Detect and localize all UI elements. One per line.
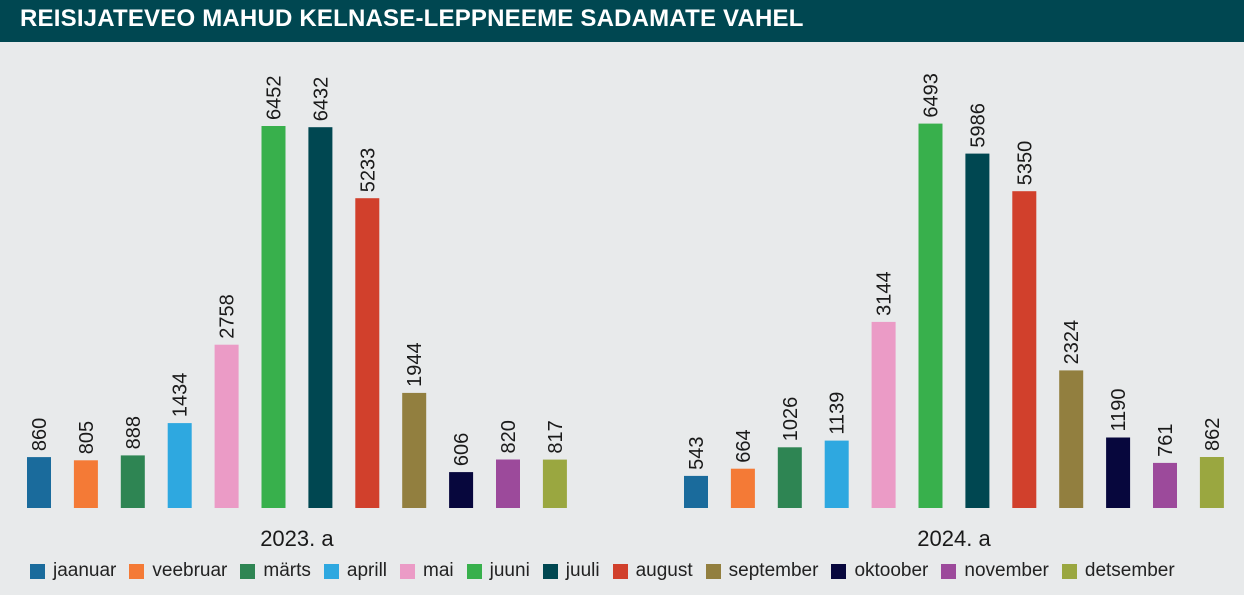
legend-label-mai: mai	[423, 560, 454, 581]
legend-label-veebruar: veebruar	[152, 560, 228, 581]
data-label-jaanuar-2024: 543	[686, 437, 708, 470]
legend-label-detsember: detsember	[1084, 560, 1175, 581]
bar-november-2023	[496, 459, 520, 508]
legend-swatch-detsember	[1061, 563, 1077, 579]
data-label-mai-2023: 2758	[217, 294, 239, 339]
data-label-aprill-2024: 1139	[827, 392, 849, 435]
bar-oktoober-2023	[449, 472, 474, 508]
legend-swatch-november	[941, 563, 957, 579]
legend-item-oktoober: oktoober	[831, 560, 928, 582]
title-bar: REISIJATEVEO MAHUD KELNASE-LEPPNEEME SAD…	[0, 0, 1244, 42]
data-label-juuni-2023: 6452	[264, 76, 286, 121]
legend: jaanuar veebruar märts aprill mai juuni juuli a…	[30, 558, 1188, 584]
legend-swatch-aprill	[323, 563, 339, 579]
data-label-veebruar-2023: 805	[76, 421, 98, 454]
legend-item-veebruar: veebruar	[129, 560, 227, 582]
legend-swatch-mai	[400, 563, 416, 579]
bar-märts-2023	[120, 455, 145, 508]
data-label-august-2024: 5350	[1014, 141, 1036, 186]
data-label-juuli-2023: 6432	[310, 77, 332, 122]
bar-august-2024	[1012, 191, 1037, 508]
data-label-jaanuar-2023: 860	[29, 418, 51, 451]
bar-juuni-2023	[261, 126, 286, 508]
bar-detsember-2024	[1199, 457, 1224, 508]
legend-swatch-märts	[240, 563, 256, 579]
legend-label-jaanuar: jaanuar	[53, 560, 117, 581]
legend-swatch-august	[612, 563, 628, 579]
bar-veebruar-2023	[73, 460, 98, 508]
legend-item-mai: mai	[400, 560, 454, 582]
bar-jaanuar-2023	[27, 457, 51, 508]
bar-aprill-2023	[167, 423, 192, 508]
legend-item-august: august	[612, 560, 693, 582]
bar-juuli-2023	[308, 127, 333, 508]
legend-swatch-veebruar	[129, 563, 145, 579]
bar-august-2023	[355, 198, 380, 508]
legend-label-november: november	[964, 560, 1049, 581]
legend-item-aprill: aprill	[323, 560, 388, 582]
data-label-oktoober-2023: 606	[451, 433, 473, 466]
bar-aprill-2024	[824, 440, 849, 508]
data-label-september-2023: 1944	[404, 342, 426, 387]
data-label-august-2023: 5233	[357, 148, 379, 193]
data-label-veebruar-2024: 664	[733, 429, 755, 462]
legend-swatch-jaanuar	[30, 563, 45, 579]
legend-swatch-september	[705, 563, 721, 579]
bar-juuni-2024	[918, 123, 943, 508]
legend-label-september: september	[728, 560, 819, 581]
bar-september-2023	[402, 392, 427, 508]
data-label-mai-2024: 3144	[874, 271, 896, 316]
data-label-märts-2023: 888	[123, 416, 145, 449]
category-label-2023: 2023. a	[260, 526, 334, 551]
legend-item-juuni: juuni	[466, 560, 530, 582]
bar-mai-2023	[214, 344, 239, 508]
legend-item-jaanuar: jaanuar	[30, 560, 116, 582]
bar-november-2024	[1153, 462, 1177, 508]
data-label-detsember-2023: 817	[545, 420, 567, 453]
legend-item-juuli: juuli	[542, 560, 600, 582]
bar-veebruar-2024	[730, 468, 755, 508]
bar-detsember-2023	[542, 459, 567, 508]
legend-label-juuli: juuli	[565, 560, 600, 581]
legend-swatch-juuli	[542, 563, 558, 579]
bar-juuli-2024	[965, 153, 990, 508]
legend-label-juuni: juuni	[489, 560, 530, 581]
data-label-märts-2024: 1026	[780, 397, 802, 442]
data-label-november-2023: 820	[498, 420, 520, 453]
bar-mai-2024	[871, 321, 896, 508]
data-label-juuli-2024: 5986	[967, 103, 989, 148]
data-label-oktoober-2024: 1190	[1108, 388, 1130, 431]
data-label-juuni-2024: 6493	[921, 73, 943, 118]
legend-item-märts: märts	[240, 560, 311, 582]
bar-jaanuar-2024	[684, 475, 708, 508]
data-label-aprill-2023: 1434	[170, 373, 192, 418]
legend-label-märts: märts	[263, 560, 311, 581]
chart-title: REISIJATEVEO MAHUD KELNASE-LEPPNEEME SAD…	[20, 5, 804, 32]
category-label-2024: 2024. a	[917, 526, 991, 551]
legend-item-detsember: detsember	[1061, 560, 1175, 582]
legend-item-november: november	[941, 560, 1049, 582]
legend-swatch-oktoober	[831, 563, 847, 579]
data-label-november-2024: 761	[1155, 424, 1177, 457]
legend-swatch-juuni	[466, 563, 482, 579]
legend-label-aprill: aprill	[346, 560, 388, 581]
bar-september-2024	[1059, 370, 1084, 508]
bar-märts-2024	[777, 447, 802, 508]
legend-item-september: september	[705, 560, 819, 582]
data-label-september-2024: 2324	[1061, 320, 1083, 365]
legend-label-august: august	[635, 560, 693, 581]
legend-label-oktoober: oktoober	[854, 560, 929, 581]
data-label-detsember-2024: 862	[1202, 418, 1224, 451]
bar-oktoober-2024	[1106, 437, 1131, 508]
